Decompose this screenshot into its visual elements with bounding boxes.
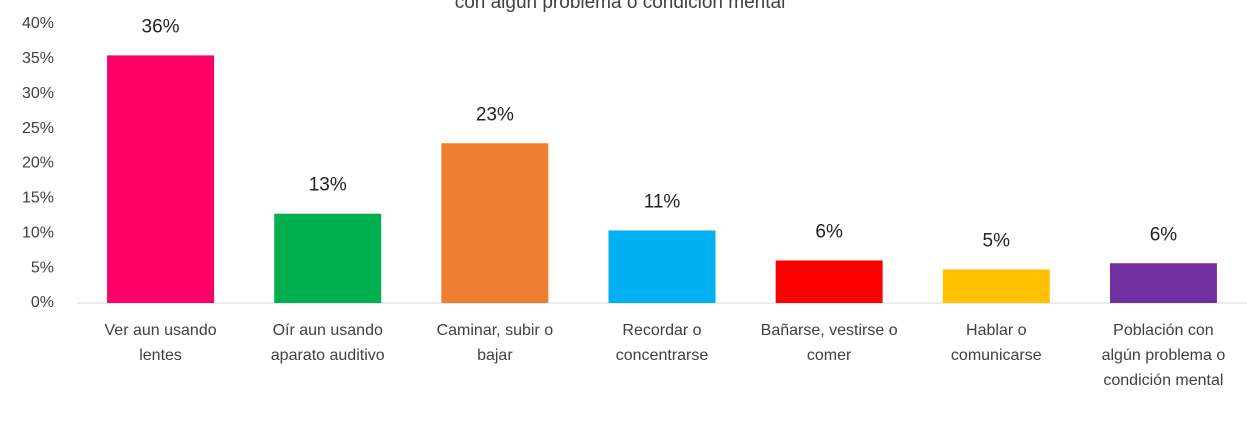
data-label: 13% [309, 175, 347, 196]
y-tick-label: 20% [22, 155, 54, 172]
x-tick-label: Caminar, subir o bajar [437, 322, 554, 364]
data-label: 36% [142, 16, 180, 37]
bar [942, 269, 1050, 303]
y-tick-label: 40% [22, 15, 54, 32]
y-tick-label: 10% [22, 224, 54, 241]
bar [107, 55, 215, 304]
data-label: 11% [644, 191, 681, 212]
y-tick-label: 25% [22, 120, 54, 137]
bar [441, 143, 549, 303]
chart-title: con algún problema o condición mental [455, 0, 786, 13]
data-label: 6% [1150, 224, 1178, 245]
x-tick-label: Población con algún problema o condición m… [1102, 322, 1226, 389]
y-tick-label: 15% [22, 190, 54, 207]
y-tick-label: 30% [22, 85, 54, 102]
x-tick-label: Oír aun usando aparato auditivo [271, 322, 385, 364]
y-tick-label: 35% [22, 50, 54, 67]
x-tick-label: Hablar o comunicarse [951, 322, 1042, 364]
y-tick-label: 5% [31, 259, 54, 276]
bar [608, 230, 716, 303]
x-tick-label: Bañarse, vestirse o comer [761, 322, 898, 364]
bar [274, 213, 382, 303]
data-label: 5% [983, 231, 1011, 252]
x-tick-label: Ver aun usando lentes [105, 322, 217, 364]
bar [775, 260, 883, 303]
data-label: 23% [476, 104, 514, 125]
x-tick-label: Recordar o concentrarse [616, 322, 709, 364]
y-tick-label: 0% [31, 294, 54, 311]
bar [1109, 263, 1217, 303]
data-label: 6% [815, 221, 843, 242]
